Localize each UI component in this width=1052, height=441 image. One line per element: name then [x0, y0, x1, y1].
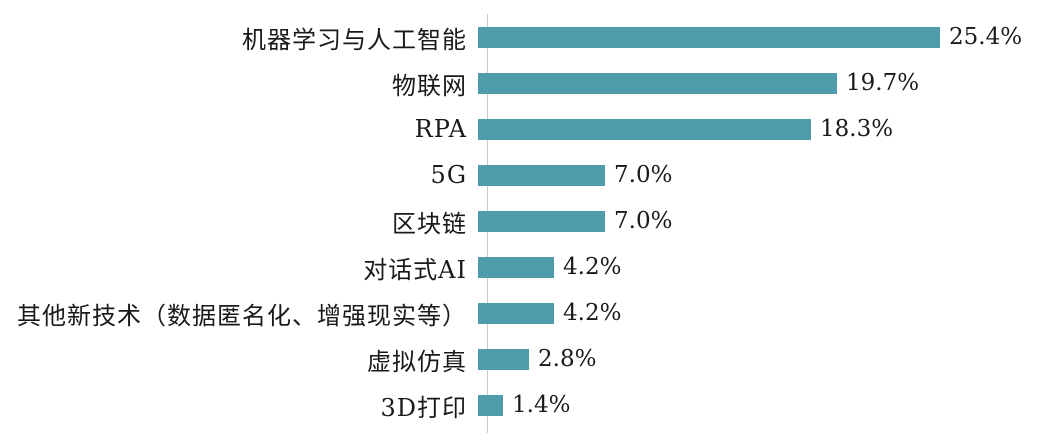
bar-rows-container: 机器学习与人工智能 25.4% 物联网 19.7% RPA 18.3% 5G 7.0% 区块链 7… — [0, 14, 1052, 428]
bar — [478, 256, 554, 278]
value-label: 7.0% — [614, 208, 673, 234]
bar-row: 5G 7.0% — [0, 152, 1052, 198]
value-label: 18.3% — [820, 116, 894, 142]
value-label: 19.7% — [846, 70, 920, 96]
bar-track: 7.0% — [477, 198, 1052, 244]
bar-row: 区块链 7.0% — [0, 198, 1052, 244]
category-label: 对话式AI — [363, 255, 467, 284]
bar-row: 机器学习与人工智能 25.4% — [0, 14, 1052, 60]
bar-row: 对话式AI 4.2% — [0, 244, 1052, 290]
value-label: 1.4% — [512, 392, 571, 418]
bar-track: 19.7% — [477, 60, 1052, 106]
bar-row: 虚拟仿真 2.8% — [0, 336, 1052, 382]
category-label: RPA — [414, 115, 467, 143]
bar-track: 1.4% — [477, 382, 1052, 428]
bar-row: RPA 18.3% — [0, 106, 1052, 152]
bar-track: 18.3% — [477, 106, 1052, 152]
bar-row: 其他新技术（数据匿名化、增强现实等） 4.2% — [0, 290, 1052, 336]
value-label: 2.8% — [538, 346, 597, 372]
bar — [478, 394, 503, 416]
bar — [478, 348, 529, 370]
category-label: 物联网 — [392, 71, 467, 100]
bar-row: 物联网 19.7% — [0, 60, 1052, 106]
value-label: 7.0% — [614, 162, 673, 188]
category-label: 3D打印 — [380, 393, 467, 422]
category-label: 机器学习与人工智能 — [242, 25, 467, 54]
bar — [478, 26, 940, 48]
category-label: 虚拟仿真 — [367, 347, 467, 376]
bar — [478, 302, 554, 324]
bar — [478, 72, 837, 94]
bar — [478, 164, 605, 186]
bar-track: 4.2% — [477, 244, 1052, 290]
value-label: 4.2% — [563, 254, 622, 280]
bar-track: 25.4% — [477, 14, 1052, 60]
category-label: 5G — [430, 161, 467, 189]
bar — [478, 118, 811, 140]
bar-track: 2.8% — [477, 336, 1052, 382]
category-label: 区块链 — [392, 209, 467, 238]
category-label: 其他新技术（数据匿名化、增强现实等） — [17, 301, 467, 330]
bar — [478, 210, 605, 232]
bar-track: 4.2% — [477, 290, 1052, 336]
value-label: 4.2% — [563, 300, 622, 326]
bar-track: 7.0% — [477, 152, 1052, 198]
value-label: 25.4% — [949, 24, 1023, 50]
bar-row: 3D打印 1.4% — [0, 382, 1052, 428]
